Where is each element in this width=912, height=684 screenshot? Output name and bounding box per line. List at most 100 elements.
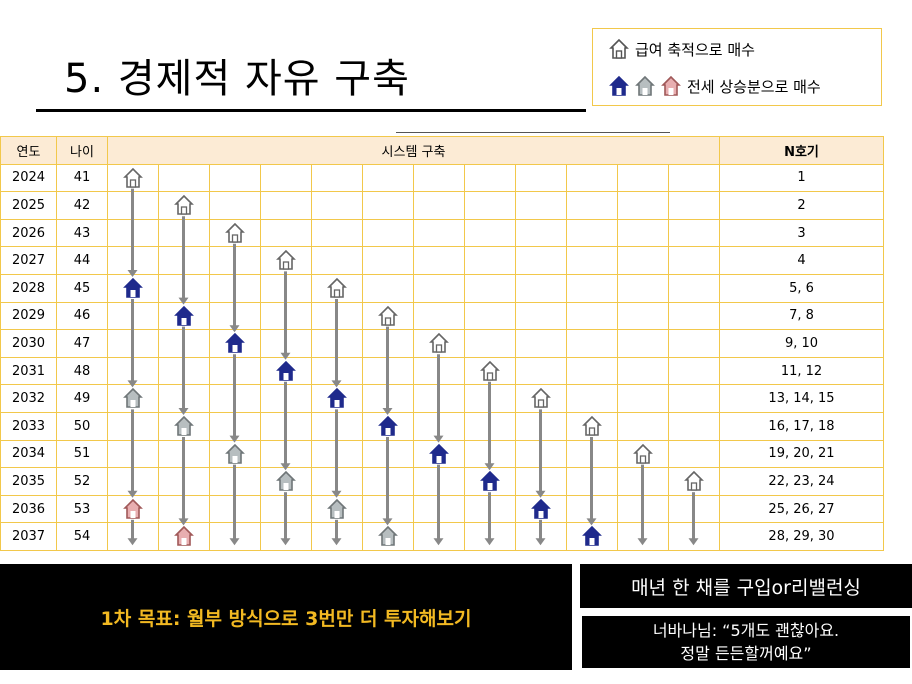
- cell-age: 49: [56, 384, 108, 413]
- system-cell: [209, 356, 261, 386]
- page-title: 5. 경제적 자유 구축: [64, 56, 410, 102]
- cell-year: 2032: [0, 384, 57, 413]
- legend-row-jeonse: 전세 상승분으로 매수: [609, 75, 821, 97]
- system-cell: [668, 218, 720, 248]
- cell-year: 2030: [0, 329, 57, 358]
- system-cell: [464, 218, 516, 248]
- cell-year: 2033: [0, 411, 57, 441]
- header-year: 연도: [0, 136, 57, 165]
- cell-n: 7, 8: [719, 301, 884, 331]
- table-row: 2035 52 22, 23, 24: [0, 467, 884, 496]
- legend-label-salary: 급여 축적으로 매수: [635, 40, 755, 59]
- system-cell: [311, 411, 363, 441]
- cell-age: 45: [56, 273, 108, 303]
- system-cell: [158, 163, 210, 193]
- cell-age: 47: [56, 329, 108, 358]
- system-cell: [566, 246, 618, 275]
- annual-plan-box: 매년 한 채를 구입or리밸런싱: [580, 564, 912, 608]
- system-cell: [464, 273, 516, 303]
- house-outline-icon: [609, 38, 629, 59]
- table-row: 2025 42 2: [0, 191, 884, 220]
- cell-year: 2031: [0, 356, 57, 386]
- system-cell: [311, 467, 363, 496]
- house-blue-icon: [173, 305, 196, 327]
- cell-n: 2: [719, 191, 884, 220]
- system-cell: [107, 191, 159, 220]
- system-cell: [515, 411, 567, 441]
- system-cell: [566, 494, 618, 524]
- system-cell: [566, 273, 618, 303]
- system-cell: [464, 301, 516, 331]
- table-header-row: 연도 나이 시스템 구축 N호기: [0, 136, 884, 165]
- system-cell: [413, 246, 465, 275]
- system-cell: [107, 522, 159, 551]
- cell-year: 2024: [0, 163, 57, 193]
- table-row: 2034 51 19, 20, 21: [0, 439, 884, 469]
- system-cell: [566, 439, 618, 469]
- system-cell: [107, 467, 159, 496]
- system-cell: [311, 301, 363, 331]
- system-cell: [566, 191, 618, 220]
- cell-n: 16, 17, 18: [719, 411, 884, 441]
- system-cell: [311, 439, 363, 469]
- system-cell: [260, 329, 312, 358]
- system-cell: [617, 163, 669, 193]
- system-cell: [566, 301, 618, 331]
- system-cell: [515, 273, 567, 303]
- header-n: N호기: [719, 136, 884, 165]
- system-cell: [464, 163, 516, 193]
- system-cell: [107, 301, 159, 331]
- system-cell: [107, 356, 159, 386]
- cell-n: 13, 14, 15: [719, 384, 884, 413]
- system-cell: [515, 246, 567, 275]
- cell-n: 3: [719, 218, 884, 248]
- cell-age: 50: [56, 411, 108, 441]
- goal-box: 1차 목표: 월부 방식으로 3번만 더 투자해보기: [0, 564, 572, 670]
- house-outline-icon: [122, 167, 145, 189]
- system-cell: [566, 329, 618, 358]
- system-cell: [362, 273, 414, 303]
- house-outline-icon: [275, 249, 298, 271]
- system-cell: [158, 494, 210, 524]
- house-outline-icon: [530, 387, 553, 409]
- table-row: 2033 50 16, 17, 18: [0, 411, 884, 441]
- system-cell: [515, 439, 567, 469]
- cell-n: 22, 23, 24: [719, 467, 884, 496]
- cell-age: 48: [56, 356, 108, 386]
- cell-n: 28, 29, 30: [719, 522, 884, 551]
- cell-year: 2028: [0, 273, 57, 303]
- house-blue-icon: [377, 415, 400, 437]
- system-cell: [668, 439, 720, 469]
- system-cell: [566, 384, 618, 413]
- system-cell: [413, 384, 465, 413]
- house-blue-icon: [224, 332, 247, 354]
- system-cell: [260, 273, 312, 303]
- system-cell: [362, 218, 414, 248]
- system-cell: [668, 522, 720, 551]
- system-cell: [260, 191, 312, 220]
- house-pink-icon: [173, 525, 196, 547]
- system-cell: [362, 494, 414, 524]
- system-cell: [107, 411, 159, 441]
- system-cell: [617, 494, 669, 524]
- table-row: 2027 44 4: [0, 246, 884, 275]
- system-cell: [515, 301, 567, 331]
- system-cell: [413, 494, 465, 524]
- system-cell: [209, 246, 261, 275]
- cell-n: 5, 6: [719, 273, 884, 303]
- table-row: 2037 54 28, 29, 30: [0, 522, 884, 551]
- system-cell: [107, 329, 159, 358]
- legend-row-salary: 급여 축적으로 매수: [609, 38, 755, 60]
- system-cell: [209, 301, 261, 331]
- system-cell: [515, 522, 567, 551]
- system-cell: [566, 356, 618, 386]
- system-cell: [464, 522, 516, 551]
- system-cell: [413, 301, 465, 331]
- house-blue-icon: [479, 470, 502, 492]
- cell-n: 11, 12: [719, 356, 884, 386]
- house-gray-icon: [275, 470, 298, 492]
- system-cell: [362, 329, 414, 358]
- system-cell: [515, 356, 567, 386]
- house-outline-icon: [377, 305, 400, 327]
- system-cell: [515, 329, 567, 358]
